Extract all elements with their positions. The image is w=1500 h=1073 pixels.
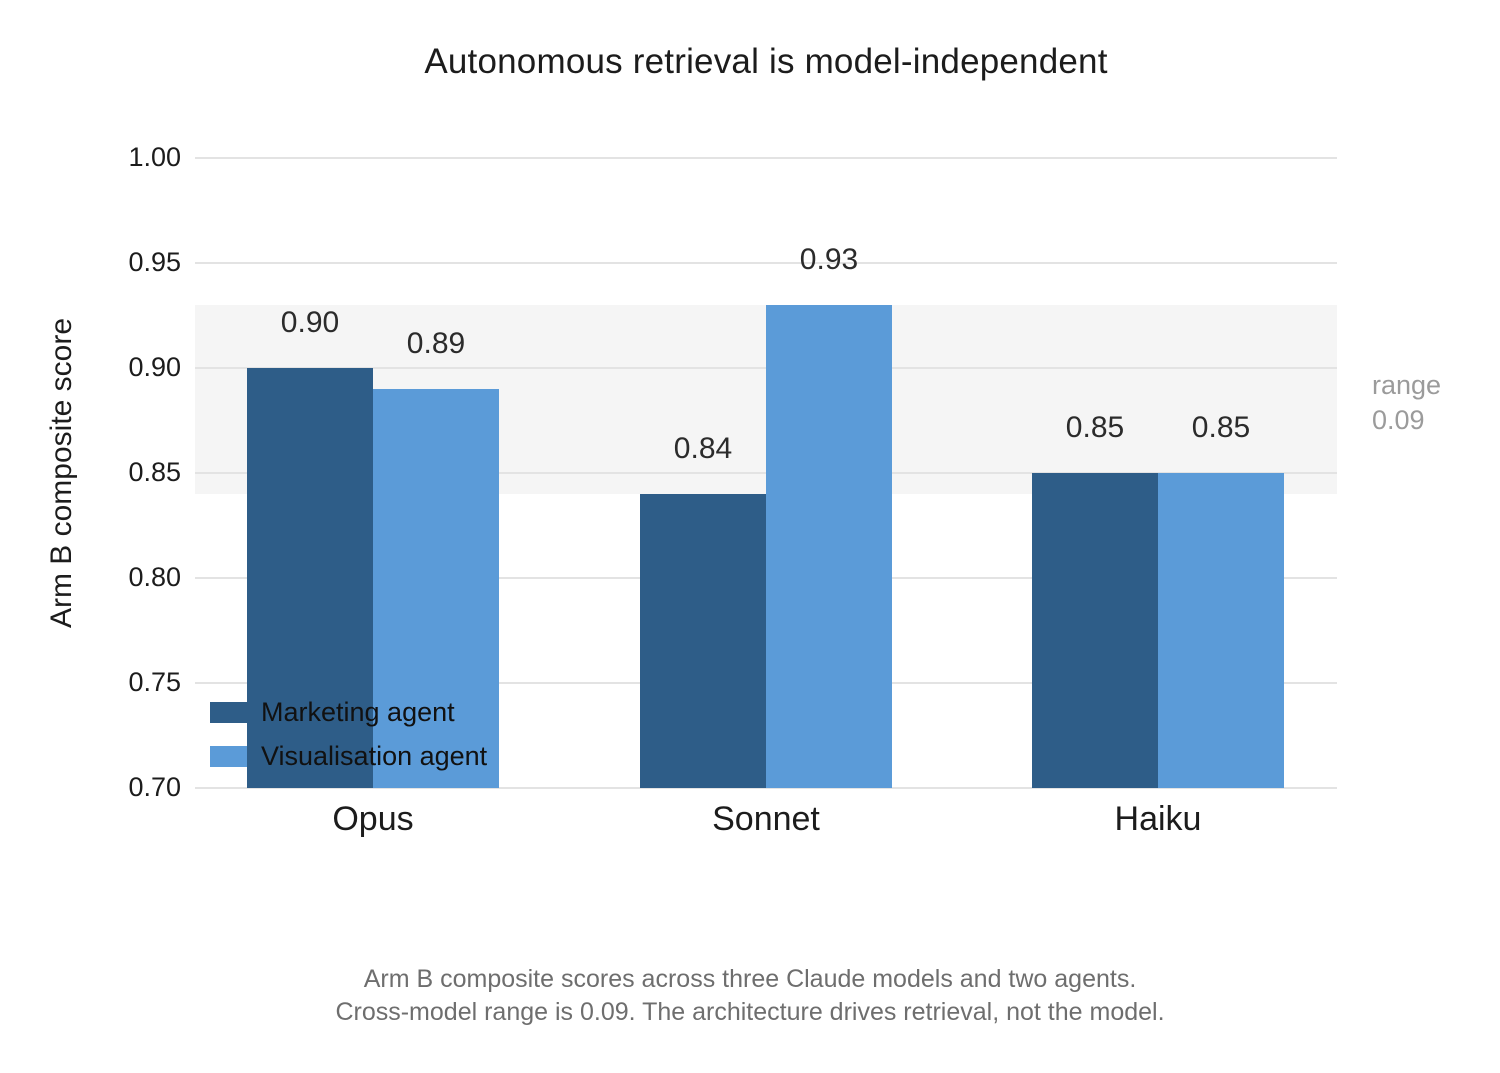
bar-marketing-agent-opus xyxy=(247,368,373,788)
bar-visualisation-agent-opus xyxy=(373,389,499,788)
y-tick-0.95: 0.95 xyxy=(128,247,181,277)
value-label-visualisation-agent-sonnet: 0.93 xyxy=(799,243,859,276)
x-tick-haiku: Haiku xyxy=(1114,800,1202,838)
y-tick-0.85: 0.85 xyxy=(128,457,181,487)
x-tick-sonnet: Sonnet xyxy=(712,800,820,838)
legend-swatch-visualisation-agent xyxy=(210,745,247,767)
gridline-1.00 xyxy=(195,157,1337,159)
caption-line2: Cross-model range is 0.09. The architect… xyxy=(335,998,1165,1026)
y-tick-0.90: 0.90 xyxy=(128,352,181,382)
legend-label-marketing-agent: Marketing agent xyxy=(261,696,455,727)
range-annotation-line2: 0.09 xyxy=(1372,405,1425,435)
value-label-marketing-agent-sonnet: 0.84 xyxy=(673,432,733,465)
caption-line1: Arm B composite scores across three Clau… xyxy=(363,965,1137,993)
y-tick-0.80: 0.80 xyxy=(128,562,181,592)
bar-visualisation-agent-haiku xyxy=(1158,473,1284,788)
legend-item-marketing-agent: Marketing agent xyxy=(210,697,487,727)
gridline-0.95 xyxy=(195,262,1337,264)
caption: Arm B composite scores across three Clau… xyxy=(0,963,1500,1029)
legend-swatch-marketing-agent xyxy=(210,701,247,723)
value-label-marketing-agent-opus: 0.90 xyxy=(280,306,340,339)
value-label-marketing-agent-haiku: 0.85 xyxy=(1065,411,1125,444)
range-annotation-line1: range xyxy=(1372,370,1442,400)
legend-label-visualisation-agent: Visualisation agent xyxy=(261,740,488,771)
x-tick-opus: Opus xyxy=(332,800,414,838)
chart-title: Autonomous retrieval is model-independen… xyxy=(424,42,1108,81)
y-tick-0.75: 0.75 xyxy=(128,667,181,697)
legend: Marketing agent Visualisation agent xyxy=(210,697,487,789)
plot-area: 0.90 0.84 0.85 0.89 0.93 0.85 xyxy=(195,157,1337,789)
gridline-0.70 xyxy=(195,787,1337,789)
bar-marketing-agent-haiku xyxy=(1032,473,1158,788)
range-annotation: range 0.09 xyxy=(1372,368,1441,438)
value-label-visualisation-agent-haiku: 0.85 xyxy=(1191,411,1251,444)
bar-visualisation-agent-sonnet xyxy=(766,305,892,788)
y-tick-1.00: 1.00 xyxy=(128,142,181,172)
y-tick-0.70: 0.70 xyxy=(128,772,181,802)
legend-item-visualisation-agent: Visualisation agent xyxy=(210,741,487,771)
value-label-visualisation-agent-opus: 0.89 xyxy=(406,327,466,360)
bar-marketing-agent-sonnet xyxy=(640,494,766,788)
